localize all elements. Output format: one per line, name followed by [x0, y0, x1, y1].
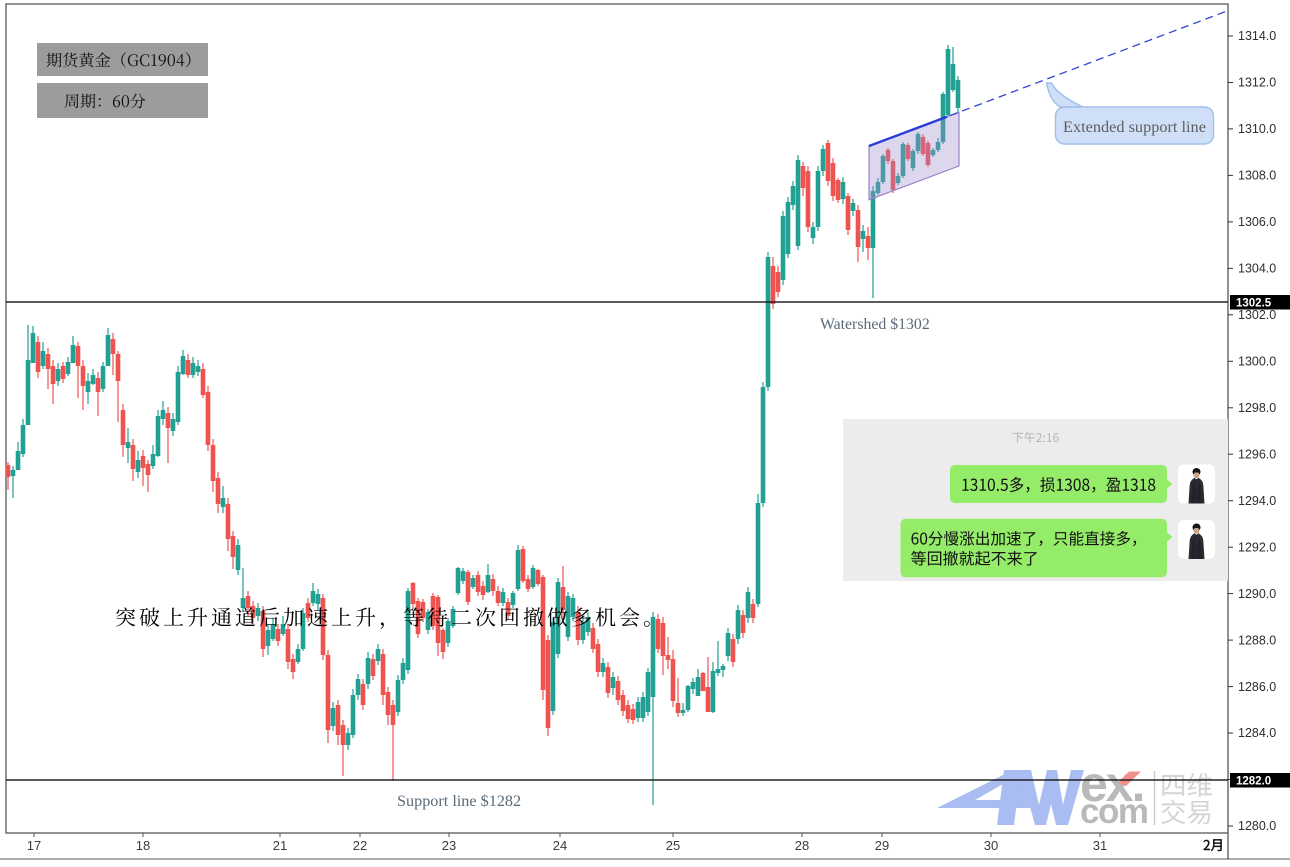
svg-text:21: 21	[273, 838, 287, 853]
svg-text:1308.0: 1308.0	[1238, 169, 1276, 183]
svg-text:1314.0: 1314.0	[1238, 29, 1276, 43]
svg-text:1312.0: 1312.0	[1238, 76, 1276, 90]
svg-text:31: 31	[1093, 838, 1107, 853]
svg-text:1296.0: 1296.0	[1238, 447, 1276, 461]
svg-text:1288.0: 1288.0	[1238, 633, 1276, 647]
svg-text:22: 22	[353, 838, 367, 853]
svg-text:1300.0: 1300.0	[1238, 355, 1276, 369]
svg-text:1304.0: 1304.0	[1238, 262, 1276, 276]
svg-text:29: 29	[875, 838, 889, 853]
svg-text:23: 23	[442, 838, 456, 853]
svg-text:30: 30	[984, 838, 998, 853]
svg-text:com: com	[1080, 792, 1147, 831]
svg-text:1294.0: 1294.0	[1238, 494, 1276, 508]
svg-text:1290.0: 1290.0	[1238, 587, 1276, 601]
svg-text:1298.0: 1298.0	[1238, 401, 1276, 415]
svg-text:ex.: ex.	[1080, 756, 1144, 812]
svg-text:1280.0: 1280.0	[1238, 819, 1276, 833]
svg-text:25: 25	[666, 838, 680, 853]
svg-text:18: 18	[136, 838, 150, 853]
svg-text:1292.0: 1292.0	[1238, 540, 1276, 554]
svg-text:28: 28	[795, 838, 809, 853]
svg-text:1302.5: 1302.5	[1236, 298, 1272, 310]
svg-text:Watershed $1302: Watershed $1302	[820, 316, 930, 333]
svg-text:1302.0: 1302.0	[1238, 308, 1276, 322]
svg-text:24: 24	[553, 838, 567, 853]
svg-text:1310.0: 1310.0	[1238, 122, 1276, 136]
svg-text:17: 17	[27, 838, 41, 853]
svg-text:Support line $1282: Support line $1282	[397, 792, 521, 810]
svg-text:1286.0: 1286.0	[1238, 680, 1276, 694]
svg-text:1306.0: 1306.0	[1238, 215, 1276, 229]
svg-text:1284.0: 1284.0	[1238, 726, 1276, 740]
svg-text:1282.0: 1282.0	[1236, 776, 1271, 788]
svg-text:Extended support line: Extended support line	[1063, 117, 1206, 136]
